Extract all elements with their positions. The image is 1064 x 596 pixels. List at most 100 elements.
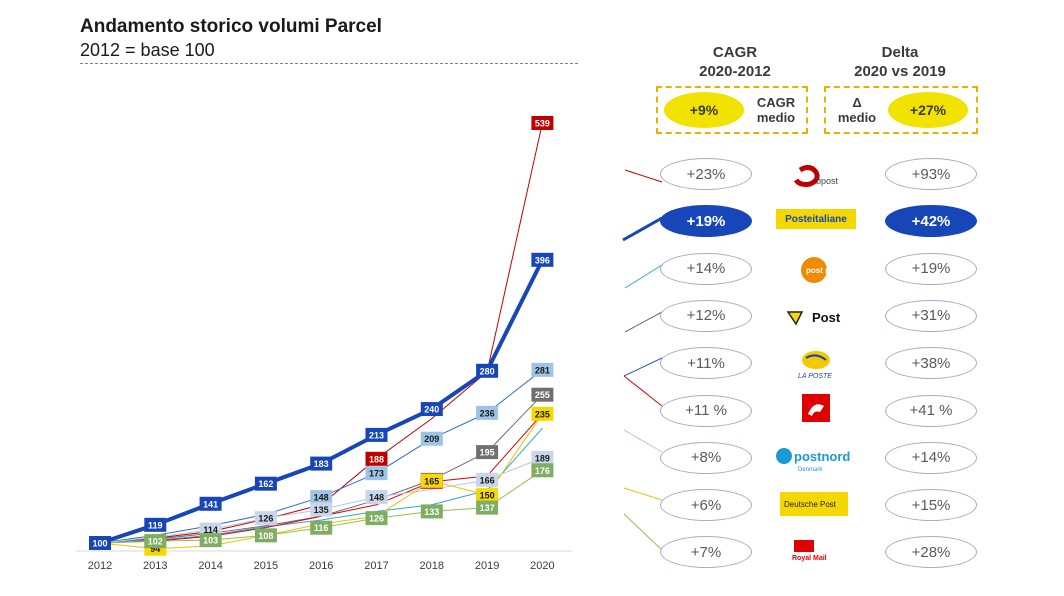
data-label: 137	[476, 500, 499, 515]
data-label: 103	[199, 533, 222, 548]
postnord-icon: postnord Denmark	[776, 448, 850, 473]
cagr-pill: +19%	[660, 205, 752, 238]
data-label: 213	[365, 427, 388, 442]
data-label: 162	[254, 476, 277, 491]
data-label: 133	[420, 504, 443, 519]
delta-average-label: Δ medio	[837, 95, 877, 125]
cagr-average-label: CAGR medio	[756, 95, 796, 125]
svg-text:235: 235	[535, 409, 550, 419]
svg-text:240: 240	[424, 405, 439, 415]
x-tick-label: 2018	[420, 560, 444, 572]
data-label: 280	[476, 363, 499, 378]
legend-connector	[623, 375, 663, 407]
data-label: 173	[365, 466, 388, 481]
bpost-icon: bpost	[793, 164, 839, 187]
svg-text:183: 183	[314, 459, 329, 469]
svg-text:137: 137	[480, 503, 495, 513]
title-divider	[80, 63, 578, 64]
svg-text:236: 236	[480, 408, 495, 418]
delta-pill: +14%	[885, 441, 977, 474]
svg-text:189: 189	[535, 453, 550, 463]
data-label: 176	[531, 463, 554, 478]
x-tick-label: 2020	[530, 560, 554, 572]
svg-text:209: 209	[424, 434, 439, 444]
postnord-logo: postnord Denmark	[772, 444, 862, 484]
series-line-postnl	[99, 369, 543, 544]
svg-text:114: 114	[203, 525, 218, 535]
legend-connector	[623, 429, 663, 453]
svg-text:postnord: postnord	[794, 449, 850, 464]
postnl-icon: post nl	[801, 257, 832, 283]
svg-text:141: 141	[203, 499, 218, 509]
data-label: 235	[531, 406, 554, 421]
cagr-pill: +11 %	[660, 394, 752, 427]
data-label: 396	[531, 252, 554, 267]
delta-pill: +31%	[885, 299, 977, 332]
data-label: 108	[254, 528, 277, 543]
chart-subtitle: 2012 = base 100	[80, 40, 215, 60]
legend-connector	[624, 311, 663, 333]
svg-text:166: 166	[480, 475, 495, 485]
legend-connector	[623, 513, 663, 551]
svg-text:280: 280	[480, 366, 495, 376]
cagr-pill: +7%	[660, 536, 752, 569]
svg-text:108: 108	[258, 531, 273, 541]
data-label: 209	[420, 431, 443, 446]
swiss-post-logo: Post	[780, 300, 870, 340]
svg-text:Post: Post	[812, 310, 841, 325]
ctt-horse-icon	[802, 394, 830, 422]
svg-text:162: 162	[258, 479, 273, 489]
delta-header: Delta 2020 vs 2019	[854, 44, 946, 80]
data-label: 141	[199, 496, 222, 511]
data-label: 255	[531, 387, 554, 402]
la-poste-logo: LA POSTE	[780, 346, 870, 386]
data-label: 102	[144, 534, 167, 549]
svg-text:126: 126	[258, 514, 273, 524]
data-label: 100	[89, 536, 111, 550]
cagr-pill: +12%	[660, 299, 752, 332]
legend-connector	[624, 169, 663, 183]
svg-text:135: 135	[314, 505, 329, 515]
cagr-pill: +23%	[660, 158, 752, 190]
svg-text:116: 116	[314, 523, 329, 533]
cagr-average-box	[656, 86, 808, 134]
cagr-average-value: +9%	[664, 92, 744, 128]
legend-connector	[622, 216, 663, 242]
svg-text:148: 148	[369, 493, 384, 503]
delta-pill: +93%	[885, 158, 977, 190]
delta-pill: +28%	[885, 536, 977, 569]
svg-text:bpost: bpost	[816, 176, 839, 186]
svg-text:94: 94	[150, 544, 160, 554]
cagr-pill: +8%	[660, 441, 752, 474]
delta-average-box	[824, 86, 978, 134]
svg-text:255: 255	[535, 390, 550, 400]
svg-text:148: 148	[314, 493, 329, 503]
svg-text:176: 176	[535, 466, 550, 476]
svg-text:133: 133	[424, 507, 439, 517]
svg-text:post nl: post nl	[806, 266, 832, 275]
svg-text:539: 539	[535, 119, 550, 129]
svg-text:100: 100	[92, 539, 107, 549]
data-label: 240	[420, 402, 443, 417]
svg-text:150: 150	[480, 491, 495, 501]
data-label: 119	[144, 517, 167, 532]
deutsche-post-wordmark: Deutsche Post	[780, 492, 848, 516]
legend-connector	[623, 357, 663, 377]
svg-text:173: 173	[369, 469, 384, 479]
data-label: 148	[310, 490, 333, 505]
poste-italiane-logo: Posteitaliane	[774, 206, 864, 246]
svg-text:281: 281	[535, 365, 550, 375]
data-label: 166	[476, 472, 499, 487]
data-label: 183	[310, 456, 333, 471]
data-label: 165	[420, 473, 443, 488]
x-tick-label: 2016	[309, 560, 333, 572]
svg-text:Royal Mail: Royal Mail	[792, 555, 827, 562]
delta-pill: +41 %	[885, 394, 977, 427]
svg-text:396: 396	[535, 255, 550, 265]
posthorn-icon: Post	[786, 310, 841, 326]
x-tick-label: 2014	[198, 560, 222, 572]
data-label: 195	[476, 445, 499, 460]
data-label: 188	[365, 451, 388, 466]
data-label: 114	[199, 522, 222, 537]
